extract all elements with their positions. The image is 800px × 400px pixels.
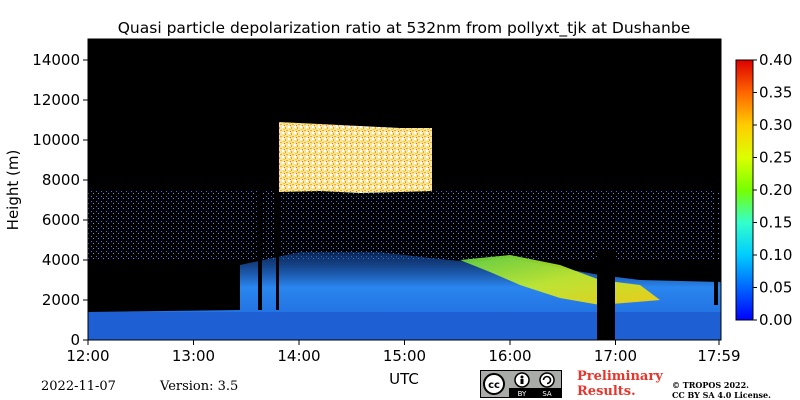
colorbar-tick-label: 0.05 [759,279,792,297]
cc-license-badge: cc BY SA [480,370,562,398]
y-tick-label: 8000 [42,171,80,189]
cc-sa-label: SA [542,390,552,397]
y-tick-label: 0 [70,331,80,349]
colorbar-tick-label: 0.30 [759,116,792,134]
colorbar-tick-label: 0.20 [759,181,792,199]
boundary-layer [88,312,721,340]
version-label: Version: 3.5 [160,379,239,394]
y-axis-label: Height (m) [4,150,22,231]
preliminary-line-2: Results. [577,384,636,399]
license-notice: © TROPOS 2022. CC BY SA 4.0 License. [672,380,771,400]
x-tick-label: 17:59 [697,347,740,365]
data-gap [714,175,718,305]
x-tick-label: 17:00 [594,347,637,365]
x-axis-label: UTC [389,370,419,388]
colorbar-tick-label: 0.15 [759,214,792,232]
cc-by-label: BY [518,390,527,397]
colorbar-tick-label: 0.25 [759,149,792,167]
y-tick-label: 6000 [42,211,80,229]
colorbar-tick-label: 0.00 [759,311,792,329]
license-line-1: © TROPOS 2022. [672,380,749,390]
x-axis: 12:00 13:00 14:00 15:00 16:00 17:00 17:5… [66,340,741,365]
share-alike-icon [539,372,555,388]
x-tick-label: 14:00 [277,347,320,365]
cc-icon [483,373,505,395]
y-tick-label: 10000 [32,131,80,149]
date-label: 2022-11-07 [41,379,116,394]
colorbar-tick-label: 0.40 [759,51,792,69]
y-tick-label: 14000 [32,51,80,69]
x-tick-label: 12:00 [66,347,109,365]
x-tick-label: 15:00 [383,347,426,365]
data-gap [276,120,279,310]
colorbar-tick-label: 0.35 [759,84,792,102]
y-tick-label: 4000 [42,251,80,269]
x-tick-label: 16:00 [488,347,531,365]
license-line-2: CC BY SA 4.0 License. [672,390,771,400]
y-tick-label: 2000 [42,291,80,309]
colorbar-gradient [735,59,754,321]
preliminary-line-1: Preliminary [577,369,663,384]
svg-text:cc: cc [488,380,500,391]
data-gap [597,250,615,340]
plot-area [87,38,722,341]
aerosol-speckle-region [88,190,721,260]
colorbar: 0.00 0.05 0.10 0.15 0.20 0.25 0.30 0.35 … [735,51,792,329]
y-axis: 0 2000 4000 6000 8000 10000 12000 14000 [32,51,88,349]
cirrus-cloud-layer [278,122,432,193]
chart-title: Quasi particle depolarization ratio at 5… [118,19,691,38]
colorbar-tick-label: 0.10 [759,246,792,264]
x-tick-label: 13:00 [172,347,215,365]
preliminary-notice: Preliminary Results. [577,369,663,399]
y-tick-label: 12000 [32,91,80,109]
data-gap [258,125,262,310]
